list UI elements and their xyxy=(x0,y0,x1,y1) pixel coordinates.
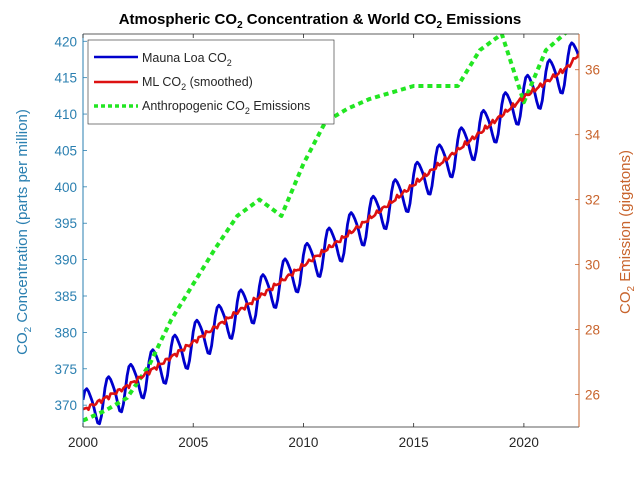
chart-title: Atmospheric CO2 Concentration & World CO… xyxy=(119,11,522,31)
left-tick-label: 380 xyxy=(54,325,77,340)
left-tick-label: 375 xyxy=(54,362,77,377)
left-tick-label: 370 xyxy=(54,398,77,413)
right-tick-label: 36 xyxy=(585,63,600,78)
legend-label-smoothed: ML CO2 (smoothed) xyxy=(142,75,253,92)
legend: Mauna Loa CO2 ML CO2 (smoothed) Anthropo… xyxy=(87,39,335,125)
left-tick-label: 420 xyxy=(54,34,77,49)
right-tick-label: 30 xyxy=(585,258,600,273)
x-axis-ticks: 2000 2005 2010 2015 2020 xyxy=(68,34,539,450)
x-tick-label: 2015 xyxy=(399,435,429,450)
x-tick-label: 2010 xyxy=(288,435,318,450)
left-tick-label: 385 xyxy=(54,289,77,304)
left-axis-ticks: 370 375 380 385 390 395 400 405 410 415 420 xyxy=(54,34,87,413)
legend-label-emissions: Anthropogenic CO2 Emissions xyxy=(142,99,310,116)
left-axis-label: CO2 Concentration (parts per million) xyxy=(14,109,34,355)
right-tick-label: 28 xyxy=(585,323,600,338)
series-smoothed-line xyxy=(83,53,579,412)
right-axis-label: CO2 Emission (gigatons) xyxy=(617,150,637,314)
series-emissions-line xyxy=(83,34,568,423)
legend-entry-emissions[interactable]: Anthropogenic CO2 Emissions xyxy=(94,99,310,116)
series-mauna-loa-line xyxy=(83,41,579,426)
right-tick-label: 34 xyxy=(585,128,601,143)
right-tick-label: 32 xyxy=(585,193,600,208)
left-tick-label: 400 xyxy=(54,180,77,195)
legend-label-mauna-loa: Mauna Loa CO2 xyxy=(142,51,232,68)
left-tick-label: 405 xyxy=(54,143,77,158)
legend-entry-smoothed[interactable]: ML CO2 (smoothed) xyxy=(94,75,253,92)
left-tick-label: 415 xyxy=(54,71,77,86)
x-tick-label: 2005 xyxy=(178,435,208,450)
legend-entry-mauna-loa[interactable]: Mauna Loa CO2 xyxy=(94,51,232,68)
left-tick-label: 410 xyxy=(54,107,77,122)
right-axis-ticks: 26 28 30 32 34 36 xyxy=(575,63,601,403)
x-tick-label: 2000 xyxy=(68,435,98,450)
left-tick-label: 395 xyxy=(54,216,77,231)
x-tick-label: 2020 xyxy=(509,435,539,450)
right-tick-label: 26 xyxy=(585,388,600,403)
left-tick-label: 390 xyxy=(54,253,77,268)
